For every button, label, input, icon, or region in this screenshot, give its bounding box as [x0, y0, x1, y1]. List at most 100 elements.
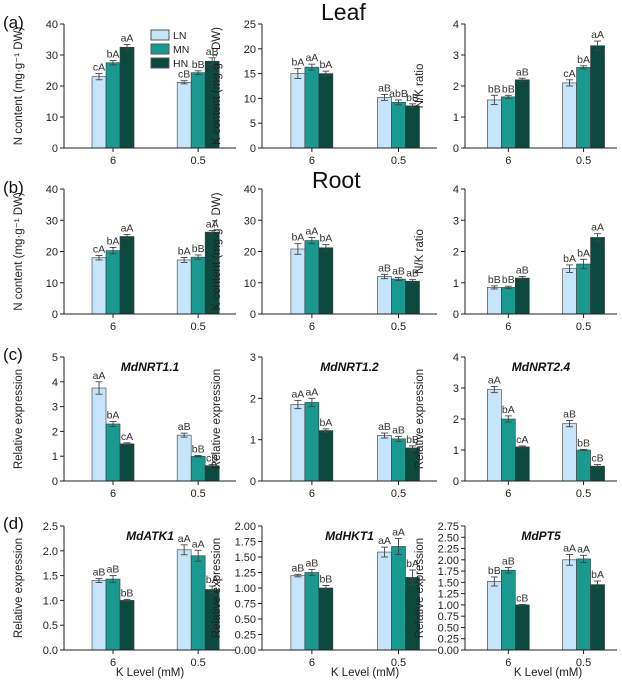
y-axis-title: K content (mg·g⁻¹ DW)	[211, 192, 223, 310]
significance-label: bB	[121, 587, 134, 599]
y-tick-label: 2	[453, 81, 459, 93]
significance-label: cB	[206, 453, 218, 465]
panel-title: MdNRT1.2	[320, 360, 379, 374]
significance-label: abB	[389, 88, 408, 100]
bar-ln-6	[487, 581, 502, 651]
bar-ln-0.5	[562, 559, 577, 651]
y-tick-label: 40	[46, 19, 58, 31]
x-tick-label: 0.5	[191, 488, 206, 500]
significance-label: cB	[591, 453, 603, 465]
legend: LN MN HN	[150, 29, 189, 70]
bar-ln-6	[91, 76, 107, 149]
significance-label: bA	[319, 233, 332, 245]
significance-label: aA	[206, 219, 219, 231]
bar-mn-6	[304, 402, 320, 482]
y-tick-label: 0.25	[235, 630, 256, 642]
y-tick-label: 1	[250, 435, 256, 447]
chart-panel-10: MdATK1 0.0 0.5 1.0 1.5 2.0 2.5 Relative express…	[13, 521, 236, 669]
bar-hn-6	[119, 600, 135, 651]
panel-title: MdHKT1	[325, 529, 374, 543]
significance-label: aB	[378, 82, 391, 94]
y-tick-label: 0	[250, 476, 256, 488]
significance-label: cA	[516, 434, 528, 446]
y-tick-label: 1	[453, 112, 459, 124]
bar-mn-0.5	[190, 72, 206, 149]
significance-label: aB	[516, 66, 529, 78]
bar-mn-0.5	[391, 546, 406, 651]
y-tick-label: 0.25	[438, 634, 459, 646]
x-tick-label: 0.5	[191, 657, 206, 669]
x-tick-label: 6	[505, 488, 511, 500]
y-tick-label: 0	[52, 309, 58, 321]
bar-hn-6	[318, 430, 334, 482]
y-axis-title: Relative expression	[414, 538, 426, 638]
bar-ln-0.5	[562, 423, 577, 482]
bar-mn-0.5	[190, 256, 206, 315]
y-tick-label: 1.25	[235, 568, 256, 580]
bar-ln-6	[91, 580, 107, 651]
bar-hn-0.5	[405, 105, 420, 149]
y-tick-label: 2.00	[438, 555, 459, 567]
significance-label: bB	[488, 83, 501, 95]
y-tick-label: 0	[453, 143, 459, 155]
y-tick-label: 2	[453, 414, 459, 426]
y-tick-label: 1.75	[235, 537, 256, 549]
y-tick-label: 4	[453, 352, 459, 364]
y-axis-title: N/K ratio	[414, 229, 426, 274]
y-tick-label: 15	[244, 69, 256, 81]
bar-ln-6	[290, 248, 306, 315]
significance-label: bA	[502, 404, 515, 416]
chart-panel-12: MdPT5 0.000.250.500.751.001.251.501.752.0…	[414, 521, 617, 669]
bar-ln-6	[91, 387, 107, 482]
y-tick-label: 4	[453, 19, 459, 31]
significance-label: aB	[178, 421, 191, 433]
bar-ln-0.5	[377, 551, 392, 651]
significance-label: aA	[192, 538, 205, 550]
bar-hn-0.5	[590, 45, 605, 149]
bar-ln-6	[290, 404, 306, 482]
y-tick-label: 1	[453, 445, 459, 457]
y-tick-label: 3	[453, 50, 459, 62]
bar-mn-6	[105, 423, 121, 482]
significance-label: cA	[563, 68, 575, 80]
x-tick-label: 0.5	[576, 657, 591, 669]
y-tick-label: 1.75	[438, 566, 459, 578]
y-axis-title: N/K ratio	[414, 64, 426, 109]
significance-label: bB	[192, 443, 205, 455]
bar-mn-6	[501, 96, 516, 149]
significance-label: aA	[591, 222, 604, 234]
y-tick-label: 4	[52, 377, 58, 389]
bar-ln-0.5	[377, 276, 392, 315]
significance-label: bA	[406, 558, 419, 570]
y-tick-label: 0.75	[438, 611, 459, 623]
y-tick-label: 3	[250, 352, 256, 364]
y-tick-label: 0.50	[235, 614, 256, 626]
significance-label: aB	[502, 555, 515, 567]
y-tick-label: 10	[46, 112, 58, 124]
significance-label: cB	[178, 69, 190, 81]
x-tick-label: 0.5	[391, 321, 406, 333]
bar-ln-0.5	[562, 82, 577, 149]
significance-label: aA	[488, 374, 501, 386]
bar-hn-6	[119, 443, 135, 482]
y-tick-label: 40	[244, 184, 256, 196]
significance-label: aB	[206, 46, 219, 58]
significance-label: bA	[107, 235, 120, 247]
significance-label: cA	[121, 431, 133, 443]
y-tick-label: 0	[453, 309, 459, 321]
y-axis-title: Relative expression	[13, 538, 25, 638]
y-tick-label: 5	[52, 352, 58, 364]
xlabel-col-2: K Level (mM)	[331, 667, 400, 679]
bar-mn-6	[304, 66, 320, 149]
bar-ln-6	[487, 389, 502, 482]
bar-ln-0.5	[377, 435, 392, 482]
legend-swatch-mn	[150, 43, 170, 55]
bar-hn-6	[119, 236, 135, 315]
bar-mn-6	[501, 569, 516, 651]
significance-label: aA	[178, 533, 191, 545]
